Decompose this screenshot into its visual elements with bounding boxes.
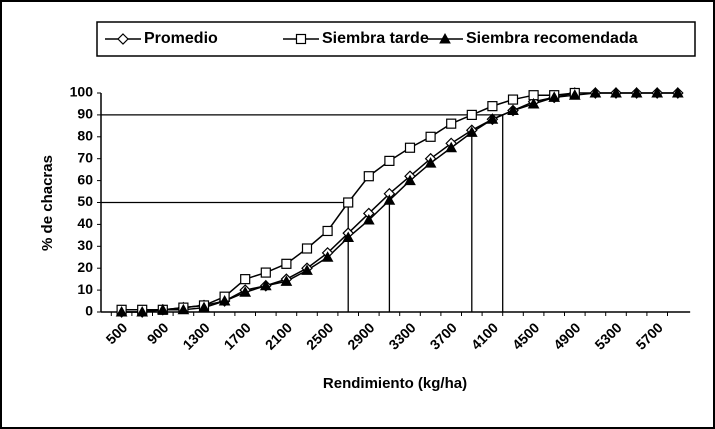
marker-triangle (177, 303, 190, 315)
marker-triangle (115, 305, 128, 317)
marker-triangle (362, 213, 375, 225)
marker-triangle (280, 275, 293, 286)
y-tick-label: 30 (77, 237, 93, 253)
y-tick-label: 100 (70, 84, 94, 100)
marker-triangle (445, 141, 458, 153)
y-tick-label: 50 (77, 193, 93, 209)
marker-triangle (610, 86, 622, 98)
y-tick-label: 90 (77, 106, 93, 122)
marker-triangle (630, 86, 643, 98)
series-line (121, 92, 678, 313)
marker-triangle (439, 32, 451, 44)
marker-triangle (404, 174, 416, 186)
legend-label: Siembra recomendada (466, 30, 638, 47)
marker-triangle (568, 89, 581, 100)
marker-triangle (259, 279, 272, 291)
legend-label: Siembra tarde (322, 30, 429, 47)
marker-square (466, 109, 477, 121)
marker-square (425, 131, 436, 142)
marker-square (487, 101, 498, 112)
marker-triangle (671, 86, 684, 98)
marker-triangle (548, 91, 561, 102)
marker-triangle (342, 231, 355, 243)
marker-square (301, 243, 313, 254)
marker-square (507, 94, 519, 105)
marker-square (363, 171, 374, 182)
marker-triangle (527, 97, 540, 109)
y-tick-label: 70 (77, 149, 93, 165)
marker-triangle (465, 126, 478, 137)
marker-square (446, 118, 457, 129)
marker-triangle (136, 305, 149, 317)
marker-triangle (156, 303, 169, 315)
marker-square (260, 267, 271, 278)
marker-triangle (651, 86, 664, 98)
marker-triangle (321, 251, 334, 262)
marker-triangle (301, 264, 313, 275)
x-axis-title: Rendimiento (kg/ha) (323, 375, 467, 392)
marker-square (384, 155, 395, 166)
marker-square (295, 33, 307, 45)
marker-triangle (218, 295, 231, 306)
marker-diamond (117, 33, 129, 45)
y-tick-label: 60 (77, 171, 93, 187)
marker-square (343, 197, 354, 208)
marker-triangle (507, 104, 519, 116)
marker-square (240, 274, 251, 285)
y-tick-label: 0 (85, 303, 93, 319)
marker-triangle (239, 286, 252, 297)
y-axis-title: % de chacras (39, 155, 56, 251)
y-tick-label: 40 (77, 215, 93, 231)
marker-triangle (198, 301, 210, 313)
marker-square (322, 225, 333, 237)
marker-triangle (486, 113, 499, 124)
marker-triangle (383, 194, 396, 205)
marker-square (404, 142, 416, 153)
y-tick-label: 20 (77, 259, 93, 275)
marker-triangle (424, 157, 437, 168)
series-line (121, 92, 678, 313)
legend-box (96, 21, 696, 57)
marker-square (281, 258, 292, 269)
legend-label: Promedio (144, 30, 218, 47)
marker-triangle (589, 86, 602, 98)
y-tick-label: 80 (77, 128, 93, 144)
y-tick-label: 10 (77, 281, 93, 297)
